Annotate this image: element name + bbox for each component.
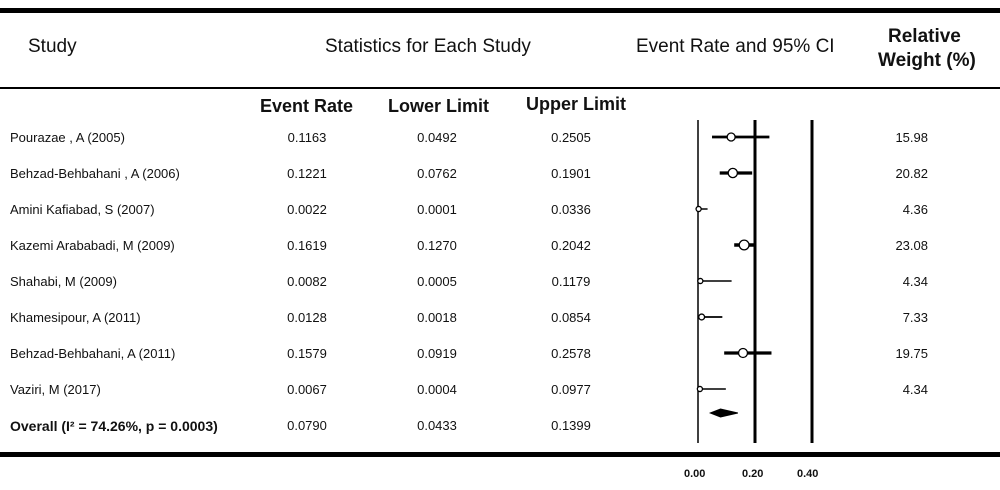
table-row: Khamesipour, A (2011) 0.0128 0.0018 0.0854 7… [0,300,1000,336]
study-name: Overall (I² = 74.26%, p = 0.0003) [10,418,218,434]
upper-limit-cell: 0.2042 [551,238,591,253]
point-estimate [737,347,749,359]
lower-limit-cell: 0.0004 [417,382,457,397]
top-rule [0,8,1000,13]
study-name: Shahabi, M (2009) [10,274,117,289]
point-estimate [726,132,736,142]
event-rate-cell: 0.0022 [287,202,327,217]
weight-cell: 20.82 [895,166,928,181]
study-name: Amini Kafiabad, S (2007) [10,202,155,217]
bottom-rule [0,452,1000,457]
header-stats: Statistics for Each Study [325,36,531,57]
upper-limit-cell: 0.1901 [551,166,591,181]
upper-limit-cell: 0.0336 [551,202,591,217]
table-row: Kazemi Arababadi, M (2009) 0.1619 0.1270 0.… [0,228,1000,264]
table-row: Amini Kafiabad, S (2007) 0.0022 0.0001 0.03… [0,192,1000,228]
x-tick-label: 0.00 [684,468,706,480]
header-study: Study [28,36,77,57]
point-estimate [727,167,739,179]
weight-cell: 15.98 [895,130,928,145]
weight-cell: 4.34 [902,382,928,397]
study-name: Kazemi Arababadi, M (2009) [10,238,175,253]
study-name: Behzad-Behbahani , A (2006) [10,166,180,181]
table-row: Behzad-Behbahani, A (2011) 0.1579 0.0919 0.… [0,336,1000,372]
lower-limit-cell: 0.0005 [417,274,457,289]
event-rate-cell: 0.1221 [287,166,327,181]
upper-limit-cell: 0.2505 [551,130,591,145]
event-rate-cell: 0.0790 [287,418,327,433]
upper-limit-cell: 0.1399 [551,418,591,433]
event-rate-cell: 0.0082 [287,274,327,289]
event-rate-cell: 0.1163 [287,130,327,145]
table-row: Shahabi, M (2009) 0.0082 0.0005 0.1179 4.34 [0,264,1000,300]
lower-limit-cell: 0.0433 [417,418,457,433]
lower-limit-cell: 0.0762 [417,166,457,181]
lower-limit-cell: 0.0001 [417,202,457,217]
subheader-lower-limit: Lower Limit [388,96,490,116]
lower-limit-cell: 0.0919 [417,346,457,361]
lower-limit-cell: 0.1270 [417,238,457,253]
event-rate-cell: 0.1579 [287,346,327,361]
study-name: Behzad-Behbahani, A (2011) [10,346,176,361]
point-estimate [738,239,750,251]
header-weight-line2: Weight (%) [878,50,976,71]
weight-cell: 4.34 [902,274,928,289]
event-rate-cell: 0.1619 [287,238,327,253]
upper-limit-cell: 0.0854 [551,310,591,325]
study-name: Pourazae , A (2005) [10,130,125,145]
x-tick-label: 0.20 [742,468,764,480]
overall-diamond [708,408,738,418]
subheader-event-rate: Event Rate [260,96,354,116]
weight-cell: 4.36 [902,202,928,217]
point-estimate [697,277,704,285]
lower-limit-cell: 0.0492 [417,130,457,145]
study-name: Khamesipour, A (2011) [10,310,141,325]
event-rate-cell: 0.0128 [287,310,327,325]
table-row: Vaziri, M (2017) 0.0067 0.0004 0.0977 4.34 [0,372,1000,408]
lower-limit-cell: 0.0018 [417,310,457,325]
upper-limit-cell: 0.2578 [551,346,591,361]
weight-cell: 23.08 [895,238,928,253]
subheader-upper-limit: Upper Limit [526,94,627,114]
upper-limit-cell: 0.1179 [551,274,591,289]
point-estimate [695,205,702,213]
event-rate-cell: 0.0067 [287,382,327,397]
point-estimate [696,385,704,393]
weight-cell: 7.33 [902,310,928,325]
table-row: Pourazae , A (2005) 0.1163 0.0492 0.2505 15.… [0,120,1000,156]
header-weight-line1: Relative [888,26,961,47]
header-rule [0,87,1000,89]
point-estimate [698,313,706,321]
weight-cell: 19.75 [895,346,928,361]
upper-limit-cell: 0.0977 [551,382,591,397]
table-row: Behzad-Behbahani , A (2006) 0.1221 0.0762 0… [0,156,1000,192]
x-tick-label: 0.40 [797,468,819,480]
overall-row: Overall (I² = 74.26%, p = 0.0003) 0.0790 0… [0,408,1000,444]
header-forest: Event Rate and 95% CI [636,36,835,57]
study-name: Vaziri, M (2017) [10,382,101,397]
